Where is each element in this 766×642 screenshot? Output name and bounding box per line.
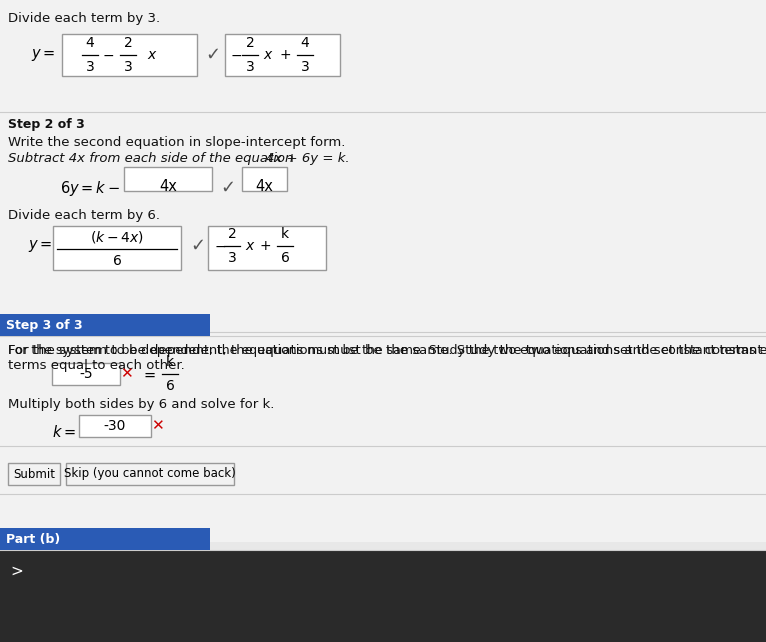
Text: $(k - 4x)$: $(k - 4x)$	[90, 229, 144, 245]
FancyBboxPatch shape	[79, 415, 151, 437]
Text: k: k	[281, 227, 289, 241]
Text: 4x: 4x	[255, 179, 273, 194]
FancyBboxPatch shape	[208, 226, 326, 270]
Text: $k =$: $k =$	[52, 424, 76, 440]
Text: Submit: Submit	[13, 467, 55, 480]
Text: 6: 6	[280, 251, 290, 265]
FancyBboxPatch shape	[0, 550, 766, 642]
FancyBboxPatch shape	[0, 112, 766, 332]
Text: $-$: $-$	[214, 239, 226, 253]
Text: Step 3 of 3: Step 3 of 3	[6, 318, 83, 331]
Text: For the system to be dependent, the equations must be the same. Study the two eq: For the system to be dependent, the equa…	[8, 344, 766, 357]
Text: 2: 2	[246, 36, 254, 50]
Text: ✕: ✕	[119, 367, 133, 381]
Text: $=$: $=$	[141, 367, 156, 381]
FancyBboxPatch shape	[0, 314, 210, 336]
Text: Step 2 of 3: Step 2 of 3	[8, 118, 85, 131]
Text: 3: 3	[86, 60, 94, 74]
FancyBboxPatch shape	[66, 463, 234, 485]
FancyBboxPatch shape	[52, 363, 120, 385]
FancyBboxPatch shape	[225, 34, 340, 76]
Text: Skip (you cannot come back): Skip (you cannot come back)	[64, 467, 236, 480]
Text: -30: -30	[104, 419, 126, 433]
Text: 3: 3	[228, 251, 237, 265]
Text: $+$: $+$	[279, 48, 291, 62]
Text: 3: 3	[300, 60, 309, 74]
Text: k: k	[166, 355, 174, 369]
Text: 4x + 6y = k.: 4x + 6y = k.	[266, 152, 349, 165]
Text: 6: 6	[165, 379, 175, 393]
FancyBboxPatch shape	[0, 0, 766, 112]
FancyBboxPatch shape	[124, 167, 212, 191]
Text: ✓: ✓	[220, 179, 235, 197]
Text: 4: 4	[86, 36, 94, 50]
FancyBboxPatch shape	[62, 34, 197, 76]
Text: 3: 3	[123, 60, 133, 74]
Text: Part (b): Part (b)	[6, 532, 61, 546]
Text: $-$: $-$	[102, 48, 114, 62]
Text: $x$: $x$	[245, 239, 256, 253]
Text: Multiply both sides by 6 and solve for k.: Multiply both sides by 6 and solve for k…	[8, 398, 274, 411]
Text: 4: 4	[300, 36, 309, 50]
Text: $y=$: $y=$	[31, 47, 55, 63]
Text: ✓: ✓	[190, 237, 205, 255]
Text: 6: 6	[113, 254, 122, 268]
Text: $x$: $x$	[147, 48, 158, 62]
Text: -5: -5	[79, 367, 93, 381]
FancyBboxPatch shape	[0, 332, 766, 542]
Text: For the system to be dependent, the equations must be the same. Study the two eq: For the system to be dependent, the equa…	[8, 344, 763, 372]
FancyBboxPatch shape	[53, 226, 181, 270]
Text: Divide each term by 3.: Divide each term by 3.	[8, 12, 160, 25]
Text: $+$: $+$	[259, 239, 271, 253]
Text: ✓: ✓	[205, 46, 220, 64]
Text: Subtract 4x from each side of the equation: Subtract 4x from each side of the equati…	[8, 152, 293, 165]
FancyBboxPatch shape	[242, 167, 287, 191]
Text: $x$: $x$	[263, 48, 273, 62]
Text: 2: 2	[228, 227, 237, 241]
Text: $6y = k -$: $6y = k -$	[60, 179, 120, 198]
Text: >: >	[10, 564, 23, 579]
Text: 2: 2	[123, 36, 133, 50]
Text: Write the second equation in slope-intercept form.: Write the second equation in slope-inter…	[8, 136, 345, 149]
Text: 4x: 4x	[159, 179, 177, 194]
Text: $y=$: $y=$	[28, 238, 52, 254]
Text: $-$: $-$	[230, 48, 242, 62]
FancyBboxPatch shape	[0, 528, 210, 550]
FancyBboxPatch shape	[8, 463, 60, 485]
Text: ✕: ✕	[151, 419, 163, 433]
Text: 3: 3	[246, 60, 254, 74]
Text: Divide each term by 6.: Divide each term by 6.	[8, 209, 160, 222]
